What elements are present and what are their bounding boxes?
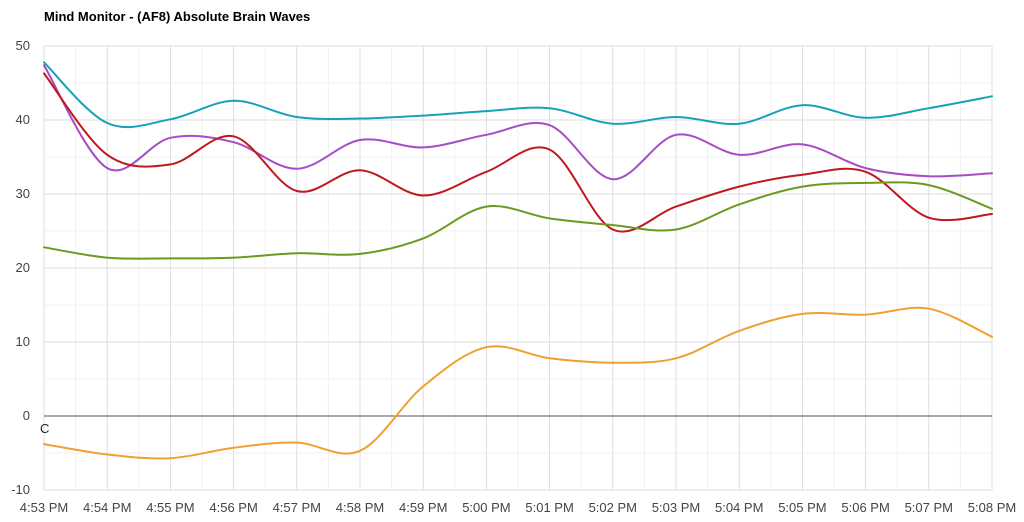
y-tick-label: 0 — [23, 408, 30, 423]
series-line-1 — [43, 61, 993, 129]
axes — [44, 45, 992, 491]
tick-labels: -10 0 10 20 30 40 50 4:53 PM 4:54 PM 4:55 PM 4:56 … — [11, 38, 1016, 515]
y-tick-label: 40 — [16, 112, 30, 127]
x-tick-label: 4:55 PM — [146, 500, 194, 515]
series-line-2 — [43, 64, 993, 181]
x-tick-label: 4:58 PM — [336, 500, 384, 515]
x-tick-label: 5:08 PM — [968, 500, 1016, 515]
x-tick-label: 5:01 PM — [525, 500, 573, 515]
x-tick-label: 5:07 PM — [905, 500, 953, 515]
chart-title: Mind Monitor - (AF8) Absolute Brain Wave… — [44, 9, 311, 24]
x-tick-label: 5:05 PM — [778, 500, 826, 515]
series-line-3 — [43, 72, 993, 233]
y-tick-label: 20 — [16, 260, 30, 275]
x-tick-label: 4:59 PM — [399, 500, 447, 515]
series-line-4 — [43, 181, 993, 260]
x-tick-label: 4:53 PM — [20, 500, 68, 515]
series-line-5 — [43, 306, 993, 460]
x-tick-label: 5:03 PM — [652, 500, 700, 515]
y-tick-label: 30 — [16, 186, 30, 201]
x-tick-label: 4:54 PM — [83, 500, 131, 515]
x-tick-label: 5:06 PM — [841, 500, 889, 515]
x-tick-label: 5:00 PM — [462, 500, 510, 515]
x-tick-label: 4:57 PM — [273, 500, 321, 515]
y-tick-label: 50 — [16, 38, 30, 53]
x-tick-label: 5:02 PM — [589, 500, 637, 515]
zero-marker-label: C — [40, 421, 49, 436]
y-tick-label: 10 — [16, 334, 30, 349]
y-tick-label: -10 — [11, 482, 30, 497]
x-tick-label: 4:56 PM — [209, 500, 257, 515]
series-lines — [43, 61, 993, 460]
x-tick-label: 5:04 PM — [715, 500, 763, 515]
